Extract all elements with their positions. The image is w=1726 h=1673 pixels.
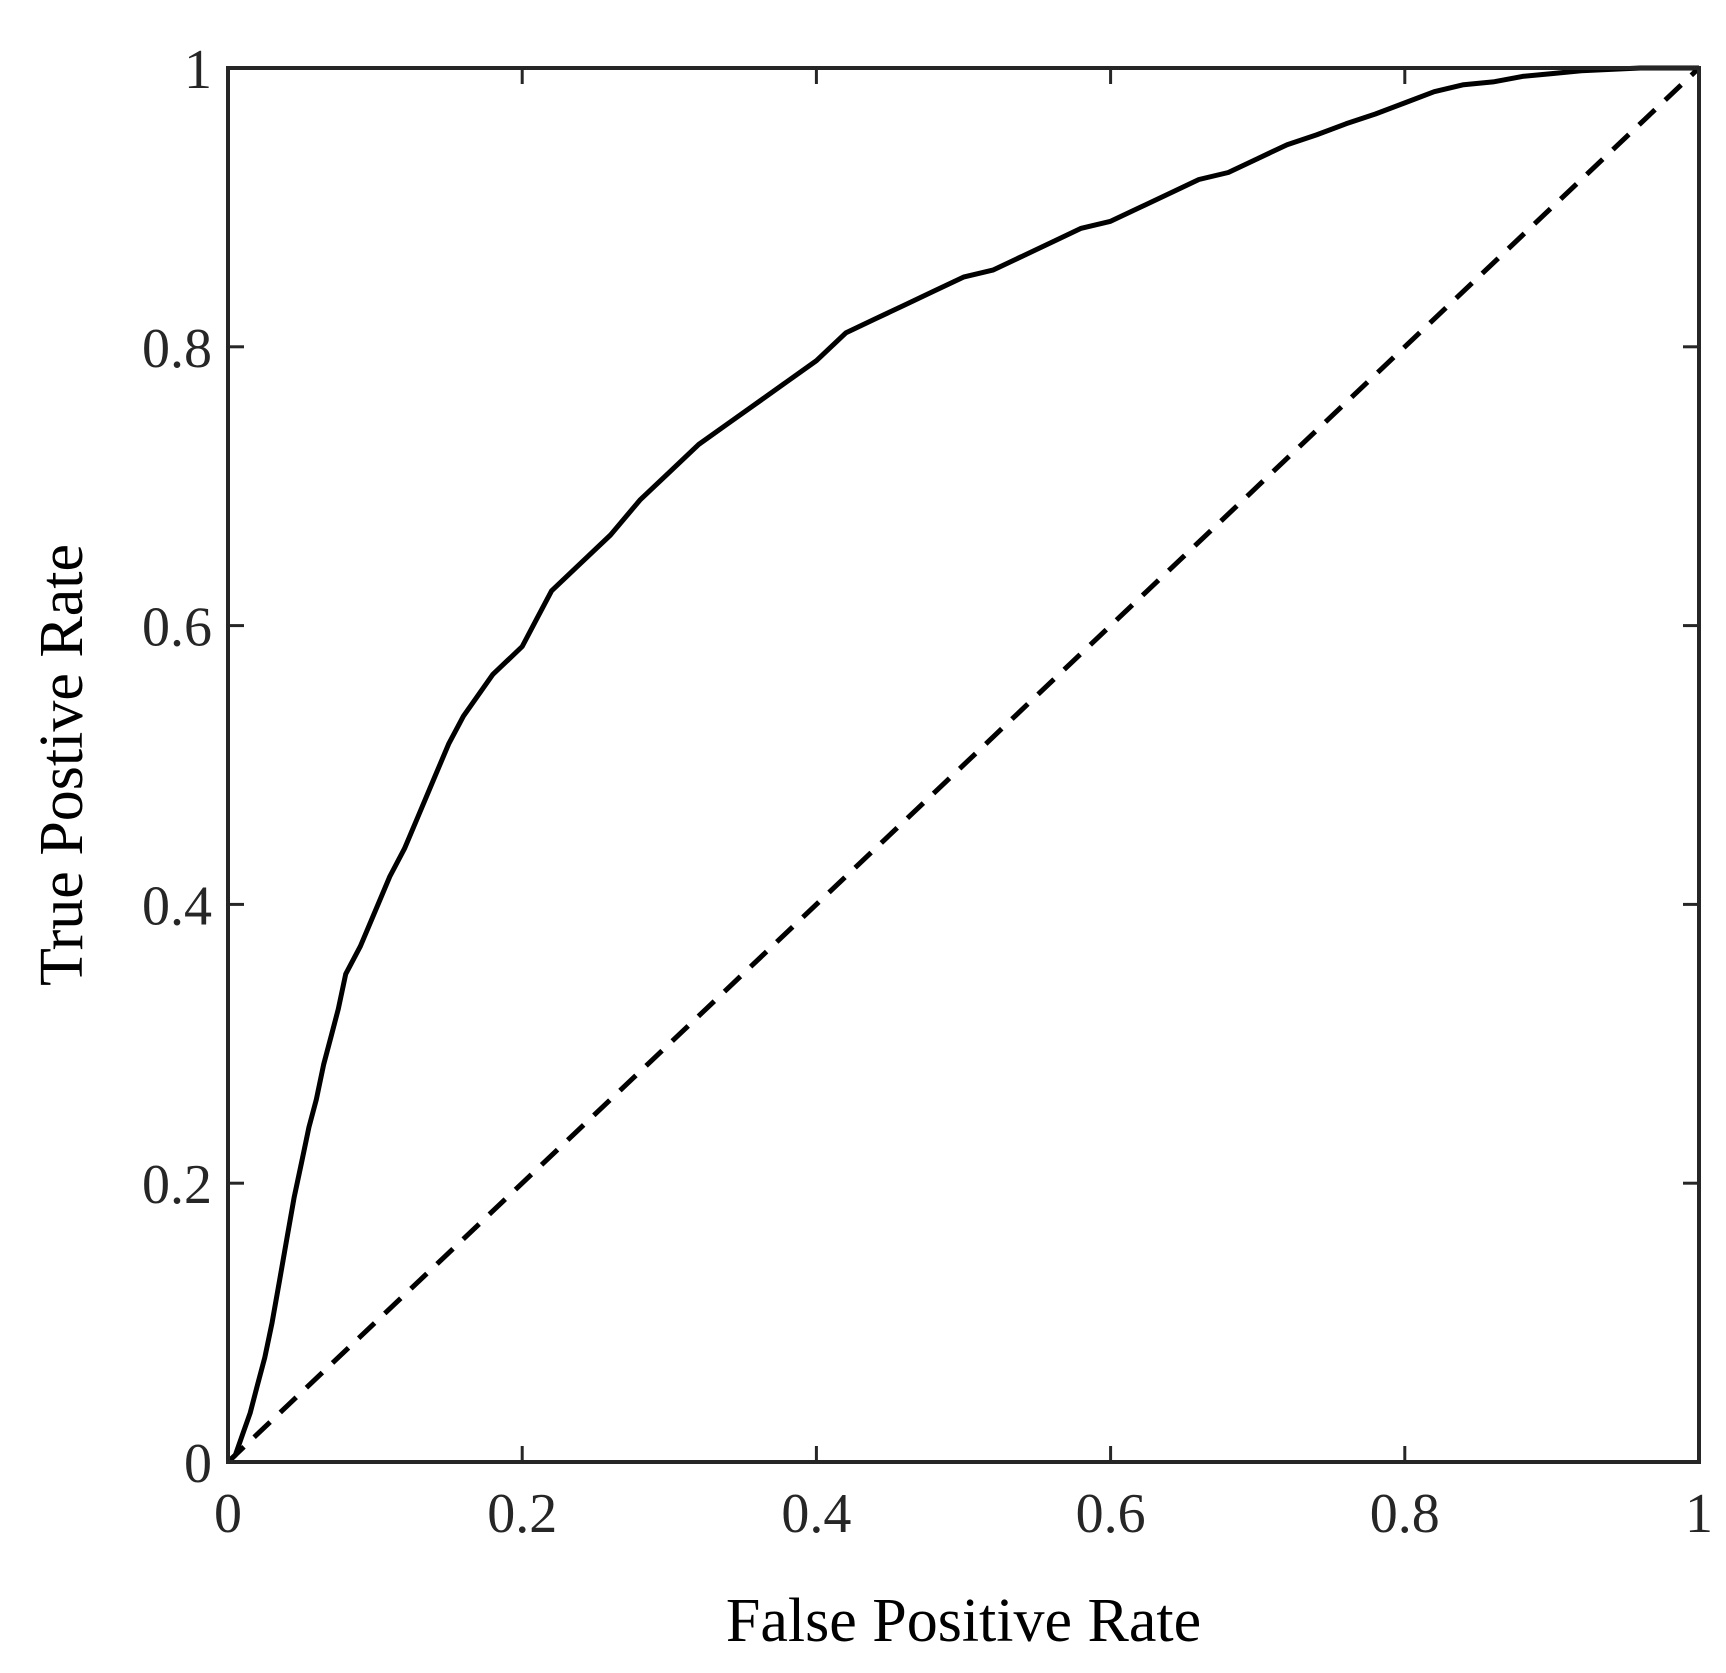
- x-tick-label: 1: [1685, 1483, 1713, 1545]
- y-axis-title: True Postive Rate: [28, 544, 96, 986]
- x-tick-label: 0.8: [1370, 1483, 1440, 1545]
- y-tick-label: 0.6: [142, 597, 212, 659]
- chance-diagonal-line: [226, 66, 1701, 1464]
- x-tick-label: 0.4: [781, 1483, 851, 1545]
- tick-labels: 0 0.2 0.4 0.6 0.8 1 0 0.2 0.4 0.6 0.8 1: [142, 39, 1713, 1545]
- y-tick-label: 0.2: [142, 1154, 212, 1216]
- y-tick-label: 0.8: [142, 318, 212, 380]
- x-tick-label: 0.6: [1076, 1483, 1146, 1545]
- x-axis-title: False Positive Rate: [726, 1587, 1201, 1655]
- y-tick-label: 0: [184, 1433, 212, 1495]
- x-tick-label: 0.2: [487, 1483, 557, 1545]
- x-tick-label: 0: [214, 1483, 242, 1545]
- roc-curve-line: [226, 65, 1699, 1464]
- axes-frame: [226, 66, 1701, 1464]
- y-tick-label: 0.4: [142, 875, 212, 937]
- y-tick-label: 1: [184, 39, 212, 101]
- plot-area: [226, 65, 1701, 1464]
